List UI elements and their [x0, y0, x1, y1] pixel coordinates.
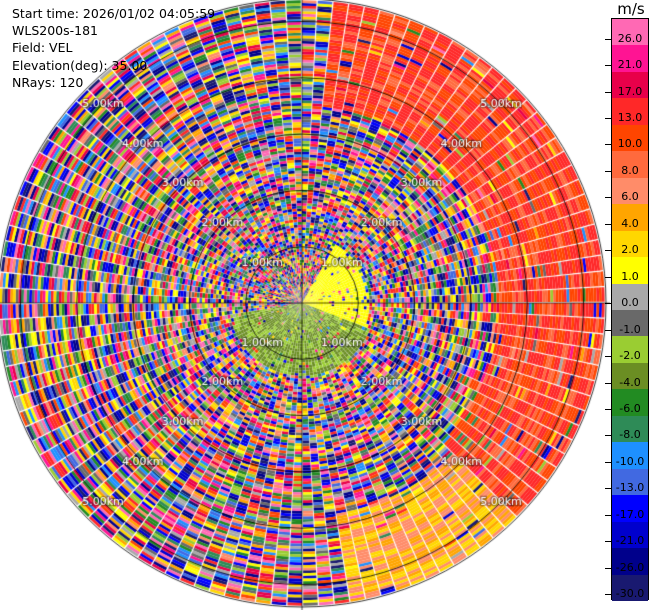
colorbar-tick-label: -10.0: [615, 454, 645, 468]
elevation-text: Elevation(deg): 35.00: [12, 57, 148, 73]
colorbar-tick-label: 1.0: [621, 269, 639, 283]
colorbar-tick-label: -30.0: [615, 587, 645, 601]
colorbar-tick-label: 0.0: [621, 296, 639, 310]
colorbar-segment: [612, 151, 648, 179]
colorbar-tick: [605, 303, 611, 305]
colorbar-tick: [605, 488, 611, 490]
colorbar-segment: [612, 548, 648, 576]
colorbar-tick: [605, 541, 611, 543]
colorbar-segment: [612, 310, 648, 337]
colorbar-tick: [605, 276, 611, 278]
colorbar-segment: [612, 98, 648, 126]
colorbar-segment: [612, 415, 648, 443]
colorbar-segment: [612, 442, 648, 470]
colorbar-segment: [612, 521, 648, 549]
colorbar-tick-label: 13.0: [617, 110, 643, 124]
colorbar-segment: [612, 389, 648, 417]
colorbar-tick: [605, 408, 611, 410]
colorbar-segment: [612, 124, 648, 152]
colorbar-tick-label: 26.0: [617, 31, 643, 45]
colorbar-tick: [605, 197, 611, 199]
colorbar-segment: [612, 230, 648, 258]
colorbar-tick: [605, 435, 611, 437]
scan-info-block: Start time: 2026/01/02 04:05:59 WLS200s-…: [12, 5, 215, 91]
colorbar-segment: [612, 468, 648, 496]
colorbar-segment: [612, 177, 648, 205]
colorbar-tick: [605, 567, 611, 569]
colorbar-tick-label: 4.0: [621, 216, 639, 230]
colorbar-tick-label: 10.0: [617, 137, 643, 151]
colorbar-tick: [605, 223, 611, 225]
colorbar-tick: [605, 514, 611, 516]
colorbar-segment: [612, 19, 648, 46]
colorbar-tick-label: -6.0: [619, 401, 641, 415]
colorbar-segment: [612, 495, 648, 523]
colorbar-segment: [612, 336, 648, 364]
colorbar-tick-label: -2.0: [619, 349, 641, 363]
colorbar: [611, 18, 649, 602]
instrument-text: WLS200s-181: [12, 23, 98, 39]
colorbar-tick-label: -8.0: [619, 428, 641, 442]
colorbar-tick-label: 8.0: [621, 163, 639, 177]
colorbar-segment: [612, 574, 648, 602]
start-time-text: Start time: 2026/01/02 04:05:59: [12, 6, 216, 21]
colorbar-tick: [605, 144, 611, 146]
colorbar-tick: [605, 170, 611, 172]
colorbar-tick: [605, 594, 611, 596]
colorbar-segment: [612, 204, 648, 232]
colorbar-segment: [612, 45, 648, 73]
colorbar-tick: [605, 91, 611, 93]
colorbar-tick: [605, 382, 611, 384]
colorbar-unit-label: m/s: [617, 0, 645, 18]
colorbar-tick-label: -13.0: [615, 481, 645, 495]
colorbar-tick-label: -26.0: [615, 560, 645, 574]
colorbar-tick-label: -4.0: [619, 375, 641, 389]
colorbar-segment: [612, 71, 648, 99]
colorbar-tick-label: -1.0: [619, 322, 641, 336]
colorbar-tick: [605, 356, 611, 358]
colorbar-tick: [605, 65, 611, 67]
colorbar-tick-label: 6.0: [621, 190, 639, 204]
colorbar-tick-label: 17.0: [617, 84, 643, 98]
colorbar-segment: [612, 283, 648, 311]
colorbar-tick-label: 21.0: [617, 58, 643, 72]
nrays-text: NRays: 120: [12, 74, 84, 90]
colorbar-tick: [605, 38, 611, 40]
colorbar-tick: [605, 461, 611, 463]
colorbar-segment: [612, 257, 648, 285]
colorbar-tick-label: -21.0: [615, 534, 645, 548]
field-text: Field: VEL: [12, 40, 73, 56]
colorbar-tick: [605, 329, 611, 331]
colorbar-segment: [612, 362, 648, 390]
colorbar-tick: [605, 250, 611, 252]
colorbar-tick: [605, 117, 611, 119]
colorbar-tick-label: 2.0: [621, 243, 639, 257]
colorbar-tick-label: -17.0: [615, 507, 645, 521]
